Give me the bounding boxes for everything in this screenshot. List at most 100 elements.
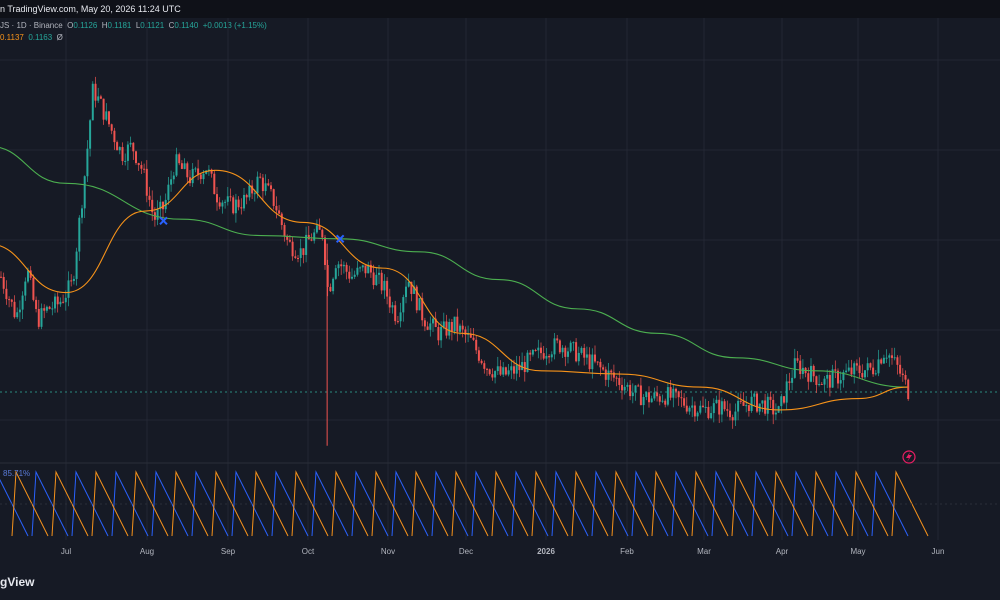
- close-value: 0.1140: [174, 21, 199, 30]
- candle-body: [845, 370, 848, 373]
- candle-body: [197, 168, 200, 175]
- candle-body: [367, 264, 370, 274]
- candle-body: [380, 272, 383, 291]
- candle-body: [213, 173, 216, 195]
- candle-body: [837, 370, 839, 384]
- candle-body: [391, 305, 394, 308]
- candle-body: [232, 197, 235, 214]
- candle-body: [537, 347, 540, 351]
- candle-body: [18, 309, 21, 313]
- candle-body: [372, 272, 375, 286]
- candle-body: [842, 372, 845, 381]
- candle-body: [486, 368, 488, 370]
- candle-body: [823, 378, 826, 385]
- candle-body: [639, 385, 642, 406]
- candle-body: [664, 400, 667, 405]
- candle-body: [237, 199, 240, 208]
- change-value: +0.0013 (+1.15%): [202, 21, 267, 30]
- candle-body: [45, 306, 48, 311]
- ma-row: 0.1137 0.1163 Ø: [0, 32, 267, 44]
- candle-body: [729, 410, 731, 418]
- candle-body: [475, 339, 478, 351]
- candle-body: [283, 225, 286, 237]
- candle-body: [267, 183, 270, 186]
- candle-body: [132, 142, 135, 152]
- candle-body: [288, 239, 291, 242]
- candle-body: [178, 154, 181, 164]
- candle-body: [175, 154, 178, 176]
- candle-body: [459, 325, 461, 332]
- candle-body: [569, 342, 572, 352]
- candle-body: [386, 280, 389, 297]
- candle-body: [783, 396, 785, 403]
- candle-body: [904, 375, 907, 380]
- candle-body: [91, 83, 94, 121]
- candle-body: [51, 308, 54, 310]
- candle-body: [861, 373, 864, 378]
- candle-body: [99, 96, 102, 99]
- candle-body: [278, 210, 281, 214]
- x-tick-label: Mar: [697, 547, 711, 556]
- candle-body: [469, 333, 472, 338]
- candle-body: [413, 286, 416, 294]
- candle-body: [199, 174, 202, 180]
- candle-body: [256, 176, 259, 194]
- candle-body: [820, 383, 823, 385]
- candle-body: [521, 362, 524, 371]
- candle-body: [186, 163, 189, 178]
- candle-body: [666, 387, 669, 405]
- candle-body: [788, 381, 791, 383]
- candle-body: [766, 396, 769, 414]
- candle-body: [307, 234, 310, 240]
- candle-body: [772, 399, 775, 415]
- candle-body: [402, 297, 405, 313]
- candle-body: [564, 347, 567, 357]
- candle-body: [259, 176, 262, 178]
- candle-body: [286, 236, 289, 240]
- candle-body: [89, 120, 92, 149]
- candle-body: [483, 363, 486, 369]
- candle-body: [183, 163, 186, 169]
- candle-body: [456, 316, 459, 332]
- candle-body: [488, 369, 491, 375]
- candle-body: [270, 185, 272, 190]
- lightning-icon[interactable]: [902, 450, 916, 464]
- x-tick-label: Jun: [932, 547, 945, 556]
- candle-body: [56, 296, 59, 305]
- candle-body: [167, 184, 170, 200]
- candle-body: [40, 308, 43, 327]
- candle-body: [162, 201, 164, 210]
- cross-marker-0: [159, 216, 168, 226]
- candle-body: [631, 392, 634, 397]
- candle-body: [548, 355, 551, 358]
- candle-body: [243, 194, 245, 209]
- candle-body: [151, 199, 154, 213]
- header-text: n TradingView.com, May 20, 2026 11:24 UT…: [0, 4, 181, 14]
- x-axis: Jul Aug Sep Oct Nov Dec 2026 Feb Mar Apr May Jun: [61, 547, 945, 556]
- candle-body: [866, 363, 869, 371]
- candle-body: [726, 409, 729, 411]
- candle-body: [580, 347, 583, 353]
- candle-body: [210, 169, 213, 174]
- symbol-label[interactable]: JS · 1D · Binance: [0, 21, 63, 30]
- candle-body: [326, 265, 329, 287]
- candle-body: [702, 405, 704, 407]
- candle-body: [680, 397, 683, 399]
- candle-body: [464, 329, 467, 335]
- candle-body: [407, 281, 410, 287]
- candle-body: [518, 364, 521, 371]
- candle-body: [769, 396, 772, 400]
- candle-body: [294, 256, 297, 258]
- candle-body: [334, 268, 337, 279]
- x-tick-label: Feb: [620, 547, 634, 556]
- x-tick-label: Apr: [776, 547, 789, 556]
- candle-body: [561, 347, 564, 353]
- candle-body: [815, 376, 818, 385]
- candle-body: [359, 267, 362, 269]
- candle-body: [207, 169, 210, 171]
- candle-body: [494, 371, 497, 378]
- candle-body: [621, 384, 623, 391]
- candle-body: [888, 355, 891, 358]
- grid-lines: [0, 18, 1000, 540]
